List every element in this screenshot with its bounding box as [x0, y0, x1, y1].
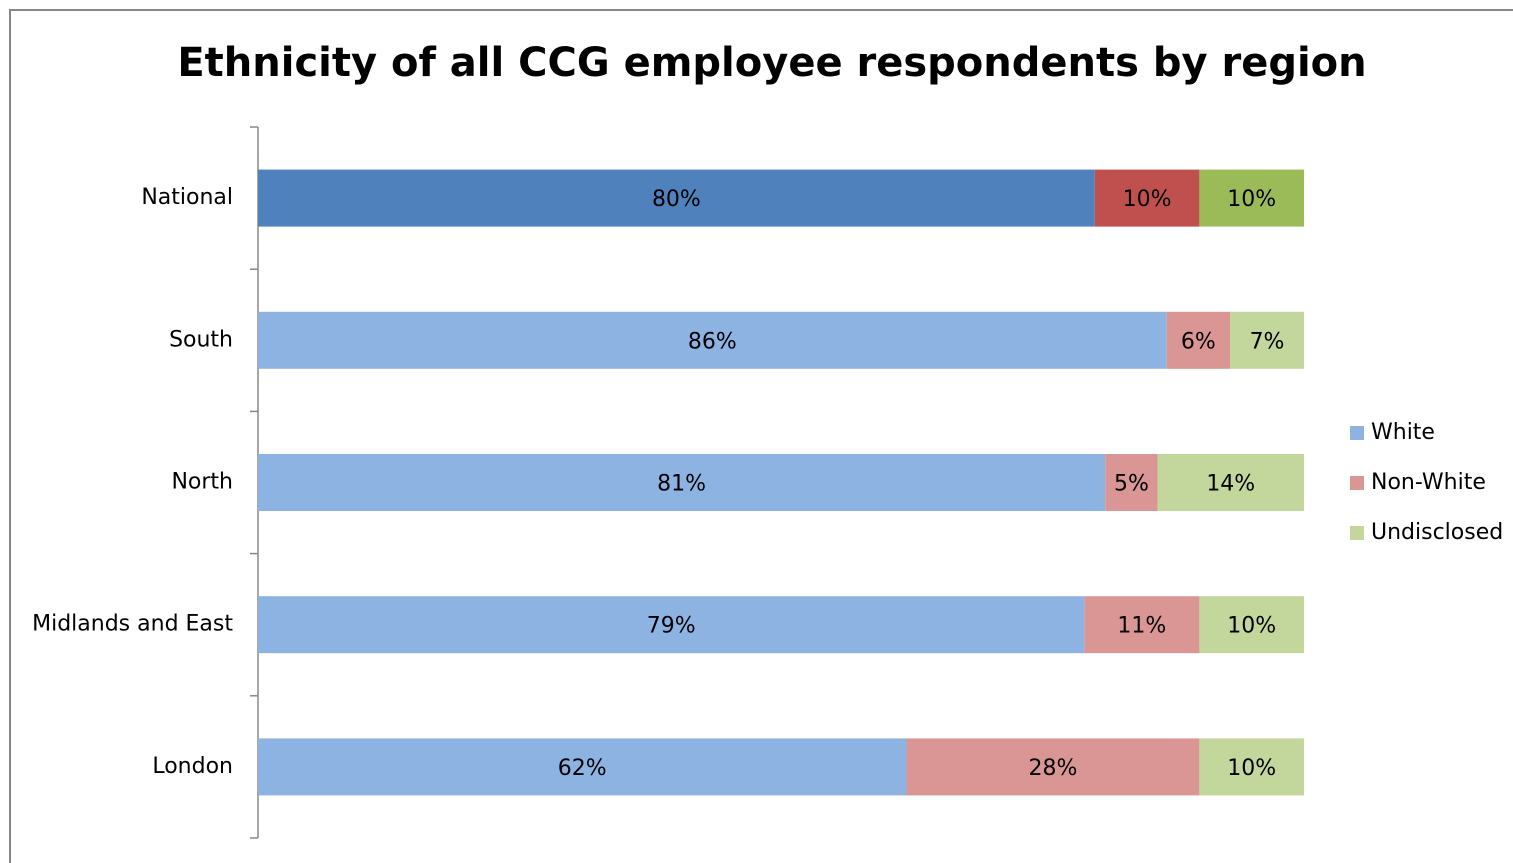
bar-segment — [1199, 596, 1304, 654]
bar-segment — [258, 169, 1095, 227]
bar-segment — [1230, 311, 1304, 369]
bar-segment — [1094, 169, 1200, 227]
legend-label: Non-White — [1371, 470, 1486, 495]
bar-segment — [258, 454, 1106, 511]
data-label: 81% — [657, 472, 706, 497]
y-tick-label: National — [141, 185, 233, 210]
bar-segment — [1105, 454, 1158, 511]
chart-title: Ethnicity of all CCG employee respondent… — [177, 40, 1366, 86]
data-label: 10% — [1227, 756, 1276, 781]
data-label: 86% — [688, 329, 737, 354]
legend-swatch — [1350, 526, 1364, 540]
data-label: 10% — [1123, 187, 1172, 212]
data-label: 11% — [1117, 614, 1166, 639]
data-label: 14% — [1206, 472, 1255, 497]
data-label: 7% — [1250, 329, 1285, 354]
bar-segment — [906, 738, 1200, 796]
data-label: 6% — [1181, 329, 1216, 354]
y-tick-label: North — [171, 470, 233, 495]
bar-segment — [1166, 311, 1231, 369]
y-tick-label: South — [169, 327, 233, 352]
bar-segment — [258, 596, 1085, 654]
data-label: 79% — [647, 614, 696, 639]
legend-swatch — [1350, 426, 1364, 440]
y-tick-label: London — [152, 754, 233, 779]
data-label: 62% — [558, 756, 607, 781]
chart-frame — [9, 9, 1513, 863]
data-label: 10% — [1227, 614, 1276, 639]
legend-label: Undisclosed — [1371, 520, 1503, 545]
bar-segment — [1199, 169, 1304, 227]
bar-segment — [1199, 738, 1304, 796]
bar-segment — [1157, 454, 1304, 511]
legend-swatch — [1350, 476, 1364, 490]
bar-segment — [1084, 596, 1200, 654]
y-tick-label: Midlands and East — [32, 612, 233, 637]
data-label: 80% — [652, 187, 701, 212]
bar-segment — [258, 738, 907, 796]
legend-label: White — [1371, 420, 1435, 445]
data-label: 10% — [1227, 187, 1276, 212]
data-label: 28% — [1029, 756, 1078, 781]
data-label: 5% — [1114, 472, 1149, 497]
bar-segment — [258, 311, 1167, 369]
